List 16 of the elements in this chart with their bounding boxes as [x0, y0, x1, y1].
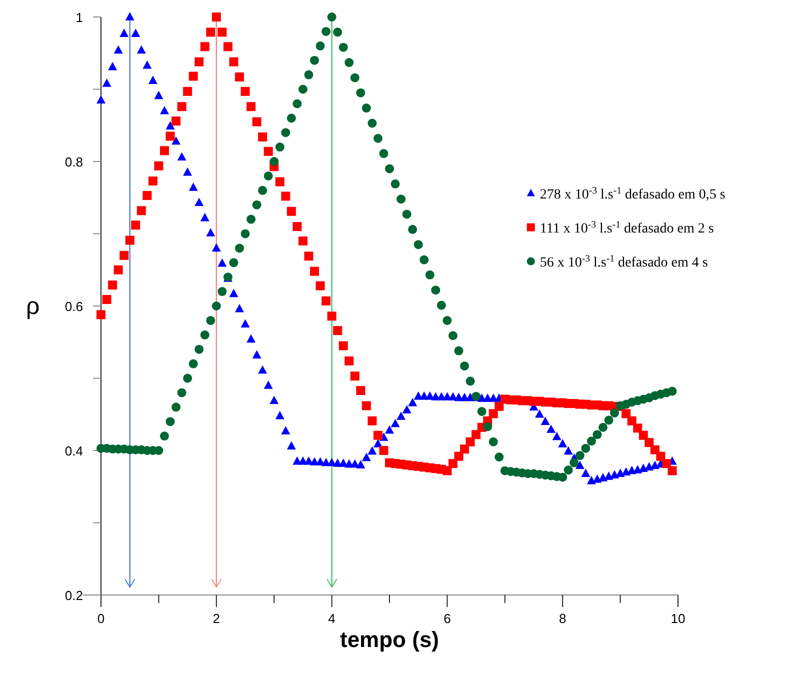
- x-tick-label: 0: [97, 611, 105, 626]
- x-tick-label: 10: [670, 611, 686, 626]
- legend-label: 278 x 10$^{-3}$ l.s$^{-1}$ defasado em 0,5 s: [540, 184, 726, 202]
- y-tick-label: 1: [76, 10, 83, 25]
- legend-label: 111 x 10$^{-3}$ l.s$^{-1}$ defasado em 2 s: [540, 218, 714, 236]
- y-tick-label: 0.4: [64, 444, 83, 458]
- y-tick-label: 0.2: [64, 588, 83, 603]
- y-axis-title: ρ: [26, 293, 40, 320]
- x-tick-label: 4: [328, 611, 336, 626]
- x-tick-label: 6: [444, 611, 451, 626]
- x-tick-label: 2: [212, 611, 220, 626]
- legend-label: 56 x 10$^{-3}$ l.s$^{-1}$ defasado em 4 s: [540, 252, 708, 270]
- y-tick-label: 0.6: [64, 299, 83, 314]
- x-axis-title: tempo (s): [340, 627, 439, 652]
- x-tick-label: 8: [558, 611, 566, 626]
- y-tick-label: 0.8: [64, 154, 83, 170]
